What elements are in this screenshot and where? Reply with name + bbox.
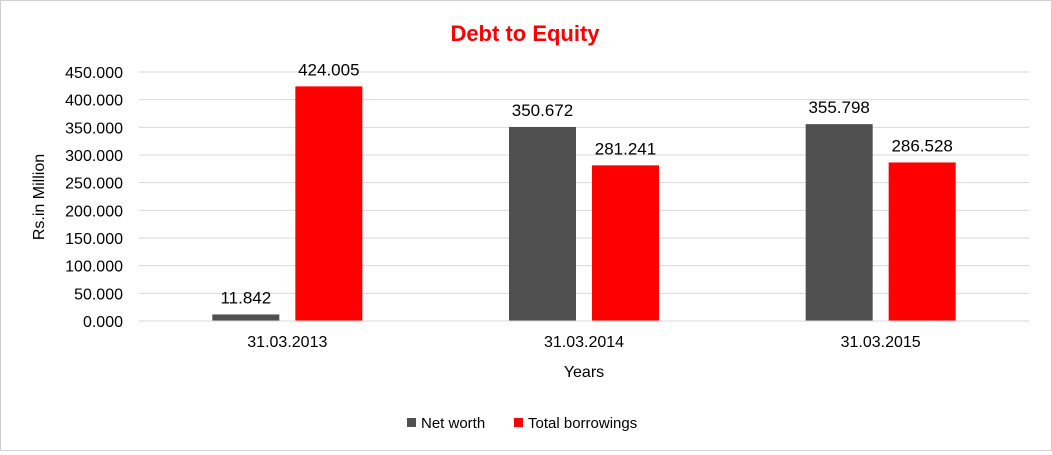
data-label: 350.672 <box>512 101 573 120</box>
legend-swatch <box>514 418 523 427</box>
data-label: 286.528 <box>891 136 952 155</box>
bars <box>212 86 956 322</box>
data-labels: 11.842 424.005 350.672 281.241 355.798 286.52… <box>220 60 952 307</box>
bar-net-worth <box>212 314 280 321</box>
data-label: 11.842 <box>220 288 271 307</box>
legend-label: Net worth <box>421 415 485 432</box>
y-tick-label: 50.000 <box>74 286 123 303</box>
y-tick-label: 450.000 <box>65 65 123 82</box>
y-tick-label: 300.000 <box>65 148 123 165</box>
y-tick-label: 150.000 <box>65 231 123 248</box>
y-tick-label: 100.000 <box>65 259 123 276</box>
bar-net-worth <box>509 126 576 322</box>
y-axis-ticks: 0.000 50.000 100.000 150.000 200.000 250.000 3… <box>65 65 123 331</box>
bar-total-borrowings <box>592 165 659 321</box>
y-axis-title: Rs.in Million <box>31 154 48 240</box>
y-tick-label: 350.000 <box>65 120 123 137</box>
gridlines <box>139 71 1029 294</box>
legend-label: Total borrowings <box>528 415 637 432</box>
chart-title: Debt to Equity <box>450 21 600 46</box>
y-tick-label: 400.000 <box>65 93 123 110</box>
bar-net-worth <box>805 124 873 321</box>
x-tick-label: 31.03.2015 <box>841 334 921 351</box>
y-tick-label: 250.000 <box>65 176 123 193</box>
x-tick-label: 31.03.2014 <box>544 334 624 351</box>
legend: Net worth Total borrowings <box>407 415 637 432</box>
x-axis-ticks: 31.03.2013 31.03.2014 31.03.2015 <box>247 334 921 351</box>
data-label: 281.241 <box>595 139 656 158</box>
x-tick-label: 31.03.2013 <box>247 334 327 351</box>
y-tick-label: 0.000 <box>83 314 123 331</box>
bar-total-borrowings <box>888 162 956 321</box>
x-axis-title: Years <box>564 364 604 381</box>
bar-total-borrowings <box>295 86 363 321</box>
legend-swatch <box>407 418 416 427</box>
data-label: 424.005 <box>298 60 359 79</box>
data-label: 355.798 <box>808 98 869 117</box>
y-tick-label: 200.000 <box>65 203 123 220</box>
